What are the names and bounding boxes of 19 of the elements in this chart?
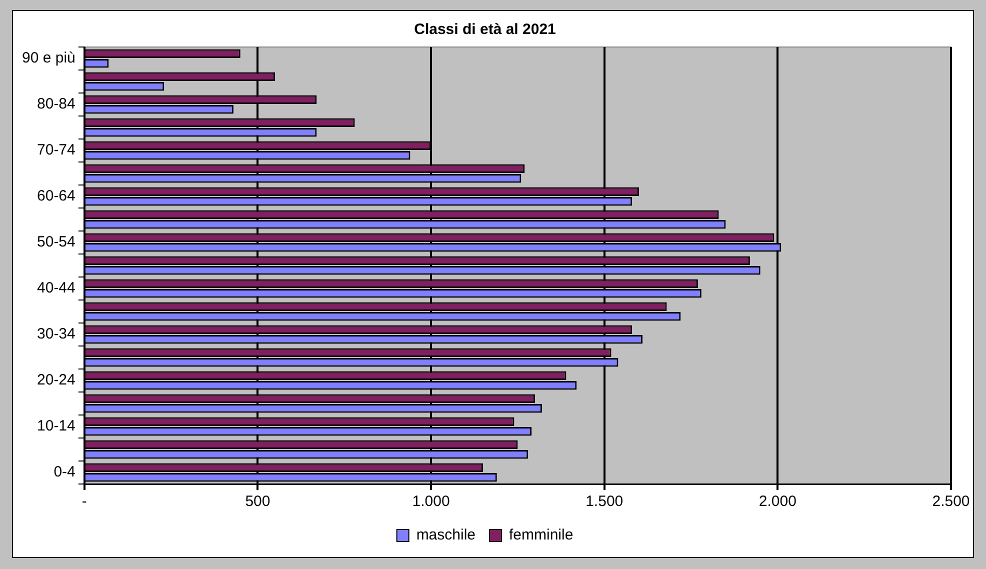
x-tick-label: - xyxy=(82,493,87,510)
y-tick-label: 60-64 xyxy=(37,188,76,205)
x-tick-label: 2.000 xyxy=(758,493,796,510)
x-tick-label: 2.500 xyxy=(932,493,970,510)
y-tick-label: 90 e più xyxy=(22,50,76,67)
legend-label: maschile xyxy=(416,526,476,544)
legend-label: femminile xyxy=(509,526,574,544)
y-tick-label: 10-14 xyxy=(37,418,76,435)
y-tick-label: 70-74 xyxy=(37,142,76,159)
x-tick-label: 1.500 xyxy=(586,493,624,510)
x-tick-label: 500 xyxy=(245,493,270,510)
y-tick-label: 20-24 xyxy=(37,372,76,389)
y-tick-label: 40-44 xyxy=(37,280,76,297)
y-tick-label: 30-34 xyxy=(37,326,76,343)
y-tick-label: 0-4 xyxy=(54,464,76,481)
y-tick-label: 80-84 xyxy=(37,96,76,113)
chart-title: Classi di età al 2021 xyxy=(414,21,556,38)
y-tick-label: 50-54 xyxy=(37,234,76,251)
x-tick-label: 1.000 xyxy=(412,493,450,510)
